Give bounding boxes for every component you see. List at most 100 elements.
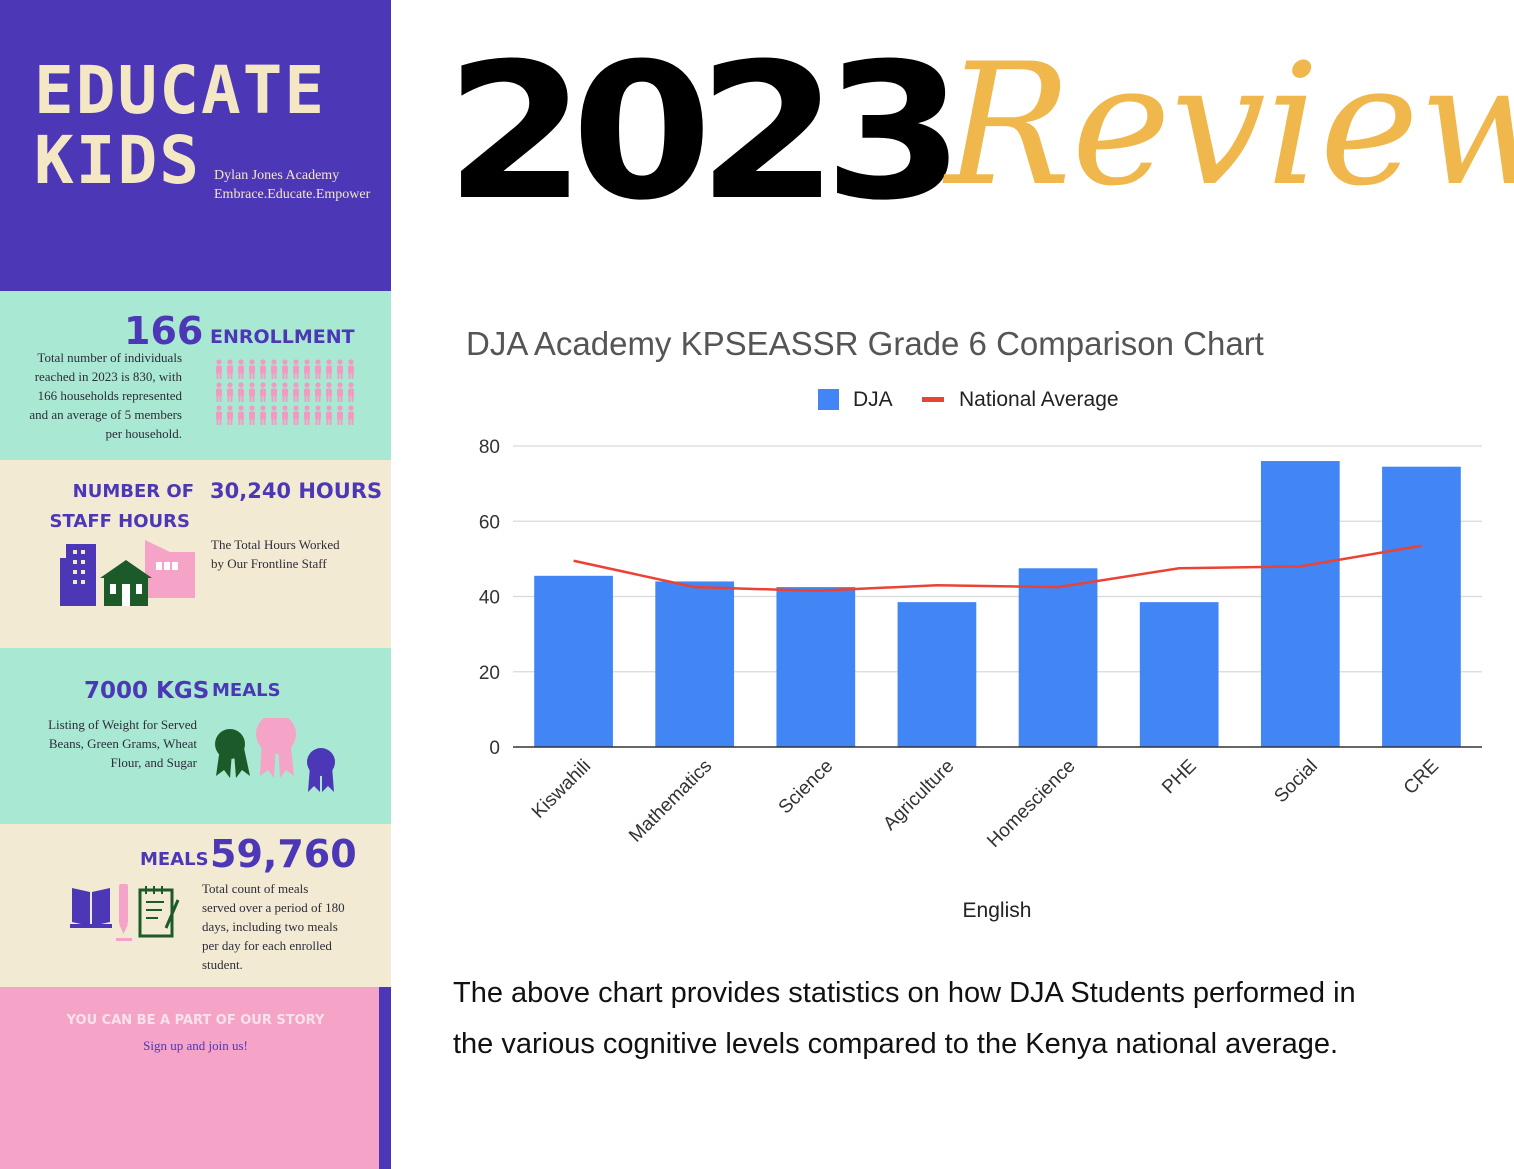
bar-mathematics	[655, 581, 735, 747]
x-axis-label: English	[963, 899, 1032, 922]
kgs-meals-panel: 7000 KGS MEALS Listing of Weight for Ser…	[0, 648, 391, 824]
person-icon	[293, 359, 299, 379]
bar-social	[1260, 461, 1340, 747]
people-icon-grid	[216, 359, 354, 425]
cta-accent-strip	[379, 987, 391, 1169]
person-icon	[216, 359, 222, 379]
person-icon	[271, 405, 277, 425]
person-icon	[293, 382, 299, 402]
person-icon	[304, 359, 310, 379]
person-icon	[315, 382, 321, 402]
person-icon	[315, 359, 321, 379]
person-icon	[216, 405, 222, 425]
person-icon	[238, 359, 244, 379]
x-tick-label: Social	[1270, 756, 1321, 807]
year-heading: 2023	[445, 23, 965, 242]
educate-title: EDUCATE	[34, 52, 327, 129]
staff-label-line1: NUMBER OF	[72, 481, 194, 502]
person-icon	[227, 359, 233, 379]
review-heading: Review	[945, 27, 1514, 223]
person-icon	[282, 405, 288, 425]
bar-homescience	[1018, 568, 1098, 747]
person-icon	[326, 405, 332, 425]
buildings-icon	[60, 540, 195, 606]
bar-science	[776, 587, 856, 747]
bar-kiswahili	[534, 575, 613, 747]
kgs-value: 7000 KGS	[84, 678, 210, 704]
kids-title: KIDS	[34, 122, 201, 199]
person-icon	[260, 359, 266, 379]
person-icon	[271, 359, 277, 379]
bar-cre	[1382, 466, 1461, 747]
person-icon	[227, 405, 233, 425]
person-icon	[348, 405, 354, 425]
meals-label: MEALS	[140, 849, 209, 870]
x-tick-label: CRE	[1400, 756, 1443, 799]
cta-panel: YOU CAN BE A PART OF OUR STORY Sign up a…	[0, 987, 391, 1169]
person-icon	[282, 359, 288, 379]
y-tick-label: 40	[479, 588, 500, 609]
person-icon	[238, 405, 244, 425]
person-icon	[293, 405, 299, 425]
x-tick-label: Kiswahili	[528, 756, 595, 823]
staff-hours-value: 30,240 HOURS	[210, 479, 383, 503]
legend-swatch-national	[922, 397, 944, 402]
person-icon	[304, 382, 310, 402]
person-icon	[216, 382, 222, 402]
org-tagline: Embrace.Educate.Empower	[214, 187, 371, 202]
person-icon	[326, 382, 332, 402]
person-icon	[227, 382, 233, 402]
meals-panel: MEALS 59,760 Total count of meals served…	[0, 824, 391, 987]
bar-agriculture	[897, 602, 977, 747]
staff-description: The Total Hours Worked by Our Frontline …	[211, 537, 340, 571]
book-pencil-notepad-icon	[70, 884, 180, 941]
bar-phe	[1139, 602, 1219, 747]
y-tick-label: 20	[479, 663, 500, 684]
x-tick-label: PHE	[1158, 756, 1200, 798]
y-tick-label: 80	[479, 437, 500, 458]
comparison-chart: DJA Academy KPSEASSR Grade 6 Comparison …	[466, 325, 1482, 922]
cta-headline: YOU CAN BE A PART OF OUR STORY	[66, 1013, 325, 1028]
person-icon	[271, 382, 277, 402]
enrollment-number: 166	[124, 309, 204, 353]
meals-description: Total count of meals served over a perio…	[202, 881, 345, 972]
legend-label-national: National Average	[959, 388, 1119, 411]
person-icon	[337, 359, 343, 379]
x-axis-ticks: Kiswahili Mathematics Science Agriculture Ho…	[528, 756, 1443, 852]
person-icon	[337, 382, 343, 402]
person-icon	[282, 382, 288, 402]
staff-label-line2: STAFF HOURS	[49, 511, 190, 532]
person-icon	[260, 405, 266, 425]
x-tick-label: Mathematics	[625, 756, 716, 847]
x-tick-label: Science	[775, 756, 838, 819]
person-icon	[249, 359, 255, 379]
person-icon	[348, 382, 354, 402]
person-icon	[249, 382, 255, 402]
dja-bars	[534, 461, 1461, 747]
award-ribbons-icon	[215, 718, 335, 792]
enrollment-label: ENROLLMENT	[210, 326, 355, 348]
x-tick-label: Agriculture	[879, 756, 958, 835]
person-icon	[315, 405, 321, 425]
y-tick-label: 0	[489, 738, 500, 759]
org-name: Dylan Jones Academy	[214, 168, 340, 183]
national-average-line	[573, 544, 1422, 593]
cta-signup-link[interactable]: Sign up and join us!	[143, 1038, 248, 1053]
legend-swatch-dja	[818, 389, 839, 410]
enrollment-panel: 166 ENROLLMENT Total number of individua…	[0, 291, 391, 460]
meals-value: 59,760	[210, 832, 357, 876]
x-tick-label: Homescience	[983, 756, 1079, 852]
staff-hours-panel: NUMBER OF STAFF HOURS 30,240 HOURS The T…	[0, 460, 391, 648]
caption-line-1: The above chart provides statistics on h…	[453, 977, 1356, 1009]
header-panel: EDUCATE KIDS Dylan Jones Academy Embrace…	[0, 0, 391, 291]
caption-line-2: the various cognitive levels compared to…	[453, 1028, 1339, 1060]
infographic-sidebar: EDUCATE KIDS Dylan Jones Academy Embrace…	[0, 0, 391, 1169]
kgs-label: MEALS	[212, 680, 281, 701]
chart-legend: DJA National Average	[818, 388, 1119, 411]
person-icon	[260, 382, 266, 402]
person-icon	[337, 405, 343, 425]
chart-caption: The above chart provides statistics on h…	[453, 968, 1493, 1070]
kgs-description: Listing of Weight for Served Beans, Gree…	[48, 717, 197, 770]
person-icon	[348, 359, 354, 379]
person-icon	[238, 382, 244, 402]
